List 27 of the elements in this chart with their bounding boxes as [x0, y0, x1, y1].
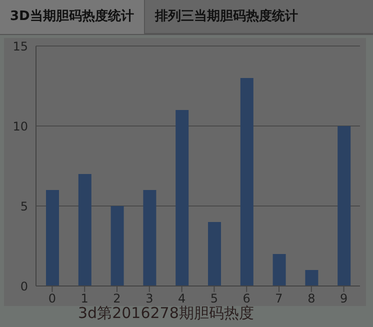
x-tick-label: 9	[340, 292, 348, 306]
bar	[143, 190, 156, 286]
x-tick-label: 7	[275, 292, 283, 306]
x-tick-label: 3	[146, 292, 154, 306]
x-tick-label: 8	[308, 292, 316, 306]
bar	[78, 174, 92, 286]
x-tick-label: 0	[48, 292, 56, 306]
x-tick-label: 6	[242, 292, 250, 306]
x-tick-label: 2	[113, 292, 121, 306]
y-tick-label: 0	[20, 279, 28, 294]
bar	[305, 270, 318, 286]
y-tick-label: 15	[12, 39, 28, 54]
x-tick-label: 1	[80, 292, 88, 306]
y-tick-label: 5	[20, 199, 28, 214]
y-tick-label: 10	[12, 119, 28, 134]
bar	[46, 190, 59, 286]
bar	[110, 206, 124, 286]
bar	[240, 78, 254, 286]
bar	[208, 222, 221, 286]
text: 3d第2016278期胆码热度	[78, 304, 254, 322]
chart-subtitle: 排列三当期胆码热度统计	[144, 0, 373, 34]
bar	[272, 254, 286, 286]
bar	[338, 126, 351, 286]
x-tick-label: 5	[210, 292, 218, 306]
bar	[176, 110, 189, 286]
chart-title: 3D当期胆码热度统计	[0, 0, 145, 34]
x-tick-label: 4	[178, 292, 186, 306]
